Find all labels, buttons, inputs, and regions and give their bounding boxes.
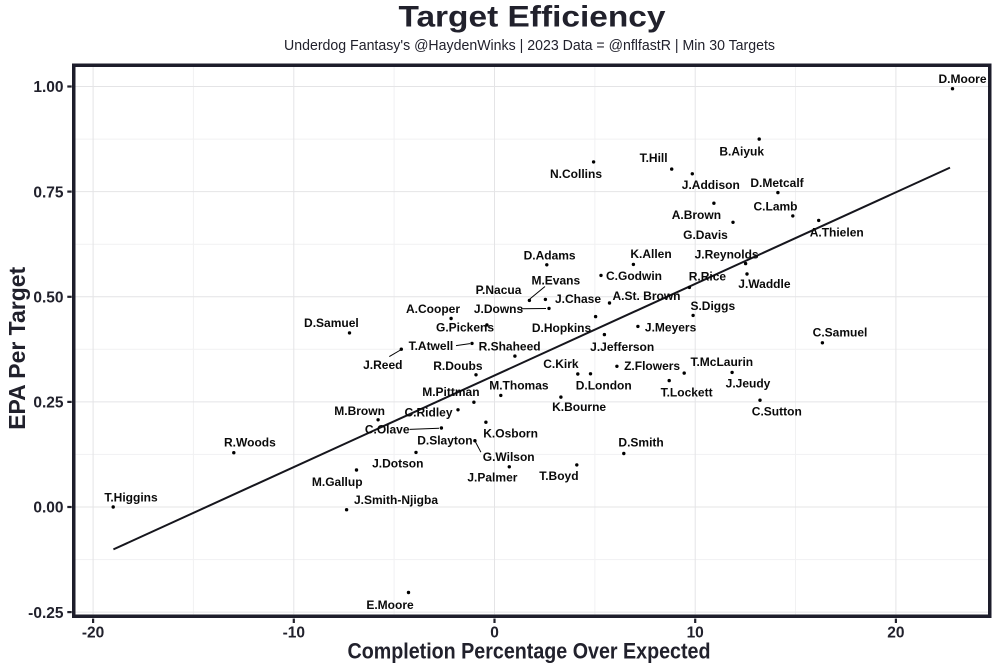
- svg-text:J.Smith-Njigba: J.Smith-Njigba: [354, 493, 438, 507]
- svg-text:E.Moore: E.Moore: [366, 598, 414, 612]
- svg-text:S.Diggs: S.Diggs: [690, 299, 735, 313]
- svg-text:A.Cooper: A.Cooper: [406, 302, 460, 316]
- svg-text:J.Downs: J.Downs: [474, 302, 524, 316]
- svg-text:J.Chase: J.Chase: [555, 292, 601, 306]
- svg-text:D.Samuel: D.Samuel: [304, 316, 359, 330]
- svg-text:P.Nacua: P.Nacua: [476, 283, 522, 297]
- svg-text:M.Gallup: M.Gallup: [312, 475, 363, 489]
- svg-text:R.Shaheed: R.Shaheed: [479, 339, 541, 353]
- svg-text:R.Woods: R.Woods: [224, 436, 276, 450]
- svg-text:D.Moore: D.Moore: [939, 72, 987, 86]
- svg-text:D.Adams: D.Adams: [524, 249, 576, 263]
- svg-text:T.Boyd: T.Boyd: [539, 469, 578, 483]
- svg-text:EPA Per Target: EPA Per Target: [4, 266, 30, 429]
- svg-text:D.London: D.London: [576, 379, 632, 393]
- svg-text:K.Osborn: K.Osborn: [483, 427, 538, 441]
- svg-text:K.Allen: K.Allen: [630, 247, 671, 261]
- svg-text:Z.Flowers: Z.Flowers: [624, 359, 680, 373]
- svg-text:C.Ridley: C.Ridley: [404, 406, 452, 420]
- svg-text:D.Metcalf: D.Metcalf: [750, 176, 804, 190]
- svg-text:0.50: 0.50: [33, 289, 63, 306]
- svg-text:T.Higgins: T.Higgins: [104, 490, 158, 504]
- svg-text:K.Bourne: K.Bourne: [552, 400, 606, 414]
- svg-text:-0.25: -0.25: [28, 605, 64, 622]
- svg-text:0.25: 0.25: [33, 395, 64, 412]
- svg-text:J.Dotson: J.Dotson: [372, 456, 423, 470]
- svg-text:N.Collins: N.Collins: [550, 167, 602, 181]
- svg-text:T.Hill: T.Hill: [640, 151, 668, 165]
- svg-text:D.Hopkins: D.Hopkins: [532, 321, 592, 335]
- svg-text:A.Brown: A.Brown: [672, 208, 721, 222]
- svg-text:Completion Percentage Over Exp: Completion Percentage Over Expected: [348, 639, 711, 664]
- svg-text:R.Doubs: R.Doubs: [433, 359, 483, 373]
- svg-text:C.Lamb: C.Lamb: [753, 199, 797, 213]
- svg-text:M.Evans: M.Evans: [531, 274, 580, 288]
- svg-text:J.Reed: J.Reed: [363, 358, 402, 372]
- svg-text:D.Slayton: D.Slayton: [417, 434, 472, 448]
- svg-text:C.Olave: C.Olave: [365, 423, 410, 437]
- svg-text:J.Palmer: J.Palmer: [467, 471, 517, 485]
- svg-text:D.Smith: D.Smith: [618, 436, 663, 450]
- svg-text:J.Waddle: J.Waddle: [738, 277, 791, 291]
- svg-text:0.75: 0.75: [33, 184, 64, 201]
- svg-text:M.Thomas: M.Thomas: [489, 378, 549, 392]
- svg-text:B.Aiyuk: B.Aiyuk: [719, 144, 764, 158]
- svg-text:A.St. Brown: A.St. Brown: [613, 289, 681, 303]
- svg-text:J.Reynolds: J.Reynolds: [695, 247, 759, 261]
- svg-text:1.00: 1.00: [33, 79, 63, 96]
- svg-text:G.Pickens: G.Pickens: [436, 320, 494, 334]
- svg-text:-10: -10: [283, 625, 305, 642]
- svg-text:G.Davis: G.Davis: [683, 228, 728, 242]
- svg-text:C.Godwin: C.Godwin: [606, 269, 662, 283]
- svg-text:T.Atwell: T.Atwell: [409, 339, 454, 353]
- svg-text:M.Brown: M.Brown: [334, 404, 385, 418]
- svg-text:20: 20: [887, 625, 904, 642]
- svg-text:J.Addison: J.Addison: [682, 178, 740, 192]
- svg-text:-20: -20: [82, 625, 104, 642]
- svg-text:0.00: 0.00: [33, 500, 63, 517]
- svg-text:J.Jefferson: J.Jefferson: [590, 340, 654, 354]
- svg-text:C.Sutton: C.Sutton: [752, 404, 802, 418]
- svg-text:G.Wilson: G.Wilson: [483, 450, 535, 464]
- svg-text:J.Meyers: J.Meyers: [645, 321, 697, 335]
- svg-text:J.Jeudy: J.Jeudy: [726, 376, 771, 390]
- svg-text:T.Lockett: T.Lockett: [661, 385, 713, 399]
- svg-text:C.Kirk: C.Kirk: [543, 357, 579, 371]
- svg-text:A.Thielen: A.Thielen: [810, 225, 864, 239]
- svg-text:R.Rice: R.Rice: [689, 270, 727, 284]
- svg-text:T.McLaurin: T.McLaurin: [690, 355, 753, 369]
- svg-text:C.Samuel: C.Samuel: [813, 325, 868, 339]
- svg-text:Target Efficiency: Target Efficiency: [399, 1, 666, 34]
- svg-text:Underdog Fantasy's @HaydenWink: Underdog Fantasy's @HaydenWinks | 2023 D…: [284, 38, 775, 54]
- svg-text:M.Pittman: M.Pittman: [422, 385, 479, 399]
